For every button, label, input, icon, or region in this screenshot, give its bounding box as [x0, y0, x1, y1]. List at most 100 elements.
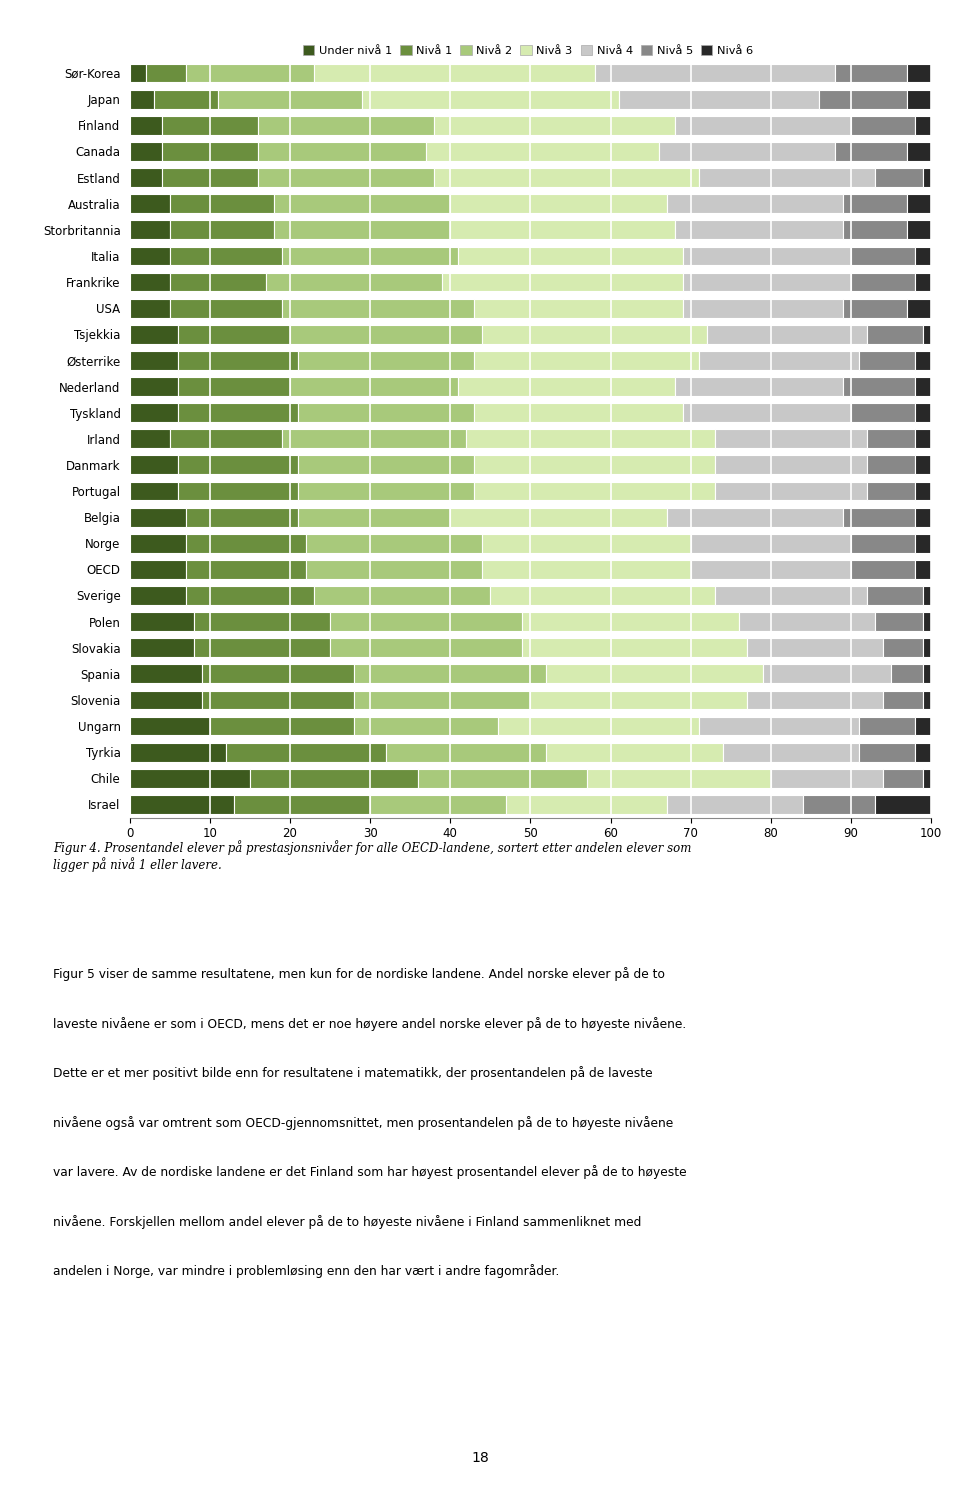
Bar	[258, 142, 426, 160]
Bar	[194, 612, 330, 632]
Bar	[691, 534, 851, 552]
Bar	[130, 717, 210, 735]
Bar	[314, 586, 491, 604]
Bar	[258, 116, 434, 135]
Bar	[852, 560, 915, 579]
Bar	[522, 612, 739, 632]
Bar	[915, 273, 931, 291]
Bar	[924, 664, 931, 682]
Bar	[907, 142, 931, 160]
Bar	[691, 560, 851, 579]
Bar	[185, 560, 306, 579]
Bar	[915, 482, 931, 501]
Bar	[666, 195, 843, 213]
Bar	[130, 195, 170, 213]
Bar	[306, 560, 482, 579]
Bar	[915, 429, 931, 448]
Bar	[185, 586, 314, 604]
Bar	[924, 639, 931, 657]
Bar	[450, 507, 666, 526]
Bar	[130, 742, 226, 762]
Bar	[924, 168, 931, 188]
Bar	[130, 298, 170, 318]
Bar	[298, 507, 450, 526]
Bar	[803, 795, 876, 814]
Bar	[843, 376, 915, 396]
Bar	[699, 168, 876, 188]
Bar	[867, 482, 915, 501]
Bar	[699, 717, 859, 735]
Bar	[130, 116, 161, 135]
Bar	[915, 742, 931, 762]
Bar	[130, 404, 178, 422]
Bar	[154, 90, 218, 108]
Bar	[362, 90, 618, 108]
Text: nivåene. Forskjellen mellom andel elever på de to høyeste nivåene i Finland samm: nivåene. Forskjellen mellom andel elever…	[53, 1215, 641, 1228]
Bar	[915, 404, 931, 422]
Bar	[170, 195, 274, 213]
Bar	[443, 273, 683, 291]
Bar	[354, 690, 530, 709]
Bar	[924, 326, 931, 344]
Bar	[867, 456, 915, 474]
Bar	[298, 404, 474, 422]
Bar	[330, 612, 522, 632]
Bar	[371, 795, 506, 814]
Bar	[130, 770, 250, 788]
Bar	[290, 326, 482, 344]
Bar	[130, 534, 185, 552]
Bar	[907, 298, 931, 318]
Bar	[482, 534, 691, 552]
Bar	[130, 142, 161, 160]
Bar	[707, 326, 867, 344]
Bar	[434, 168, 699, 188]
Bar	[715, 456, 867, 474]
Bar	[298, 351, 474, 370]
Bar	[924, 586, 931, 604]
Bar	[130, 560, 185, 579]
Bar	[130, 63, 146, 82]
Bar	[675, 376, 843, 396]
Bar	[170, 220, 274, 238]
Bar	[234, 795, 371, 814]
Bar	[915, 246, 931, 266]
Bar	[739, 612, 876, 632]
Bar	[130, 586, 185, 604]
Bar	[924, 690, 931, 709]
Bar	[683, 273, 852, 291]
Bar	[130, 246, 170, 266]
Bar	[130, 351, 178, 370]
Bar	[130, 795, 234, 814]
Bar	[354, 664, 546, 682]
Bar	[915, 717, 931, 735]
Bar	[506, 795, 666, 814]
Bar	[226, 742, 386, 762]
Bar	[618, 90, 819, 108]
Bar	[282, 246, 458, 266]
Bar	[715, 586, 867, 604]
Bar	[859, 742, 915, 762]
Bar	[258, 168, 434, 188]
Bar	[843, 298, 907, 318]
Bar	[915, 376, 931, 396]
Bar	[876, 168, 924, 188]
Bar	[170, 273, 266, 291]
Bar	[876, 612, 924, 632]
Bar	[274, 220, 450, 238]
Bar	[675, 220, 843, 238]
Bar	[482, 560, 691, 579]
Bar	[298, 482, 474, 501]
Bar	[666, 795, 803, 814]
Bar	[274, 195, 450, 213]
Bar	[170, 429, 282, 448]
Bar	[915, 560, 931, 579]
Bar	[747, 690, 883, 709]
Bar	[130, 690, 202, 709]
Text: Dette er et mer positivt bilde enn for resultatene i matematikk, der prosentande: Dette er et mer positivt bilde enn for r…	[53, 1066, 653, 1080]
Legend: Under nivå 1, Nivå 1, Nivå 2, Nivå 3, Nivå 4, Nivå 5, Nivå 6: Under nivå 1, Nivå 1, Nivå 2, Nivå 3, Ni…	[300, 44, 756, 58]
Bar	[266, 273, 443, 291]
Bar	[843, 507, 915, 526]
Bar	[867, 429, 915, 448]
Bar	[498, 717, 699, 735]
Bar	[683, 404, 852, 422]
